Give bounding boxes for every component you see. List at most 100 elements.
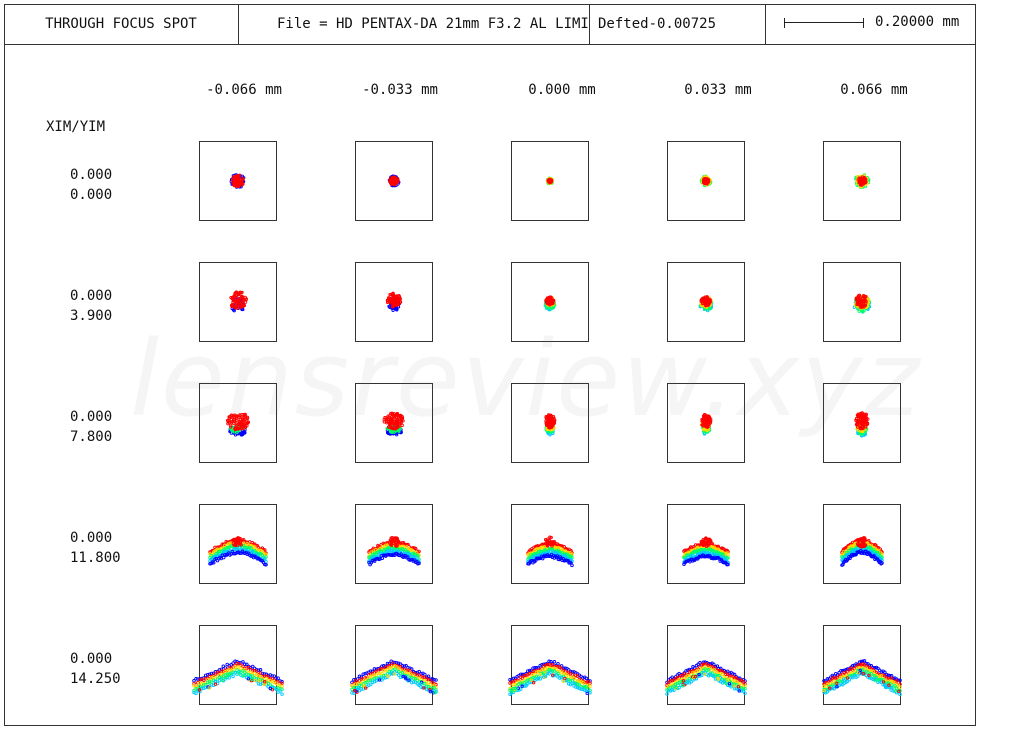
spot-ray-point xyxy=(538,672,542,676)
spot-ray-point xyxy=(244,417,248,421)
spot-ray-point xyxy=(198,689,202,694)
spot-ray-point xyxy=(701,423,705,427)
spot-ray-point xyxy=(552,665,557,669)
spot-ray-point xyxy=(570,563,574,568)
spot-ray-point xyxy=(545,671,550,675)
spot-ray-point xyxy=(682,672,687,676)
spot-ray-point xyxy=(256,674,261,678)
spot-ray-point xyxy=(524,683,529,687)
spot-ray-point xyxy=(417,673,421,677)
spot-ray-point xyxy=(854,668,858,673)
spot-ray-point xyxy=(581,676,585,680)
spot-ray-point xyxy=(533,672,537,677)
spot-ray-point xyxy=(743,691,747,695)
spot-ray-point xyxy=(234,302,238,306)
field-row-label: 0.000 14.250 xyxy=(70,649,121,689)
spot-ray-point xyxy=(543,662,548,666)
spot-ray-point xyxy=(249,546,253,550)
spot-ray-point xyxy=(409,667,414,671)
spot-ray-point xyxy=(554,671,558,675)
spot-ray-point xyxy=(715,664,720,668)
spot-ray-point xyxy=(278,687,282,691)
spot-ray-point xyxy=(543,674,547,678)
spot-ray-point xyxy=(406,668,410,672)
spot-ray-point xyxy=(672,688,676,692)
spot-ray-point xyxy=(680,674,685,678)
spot-ray-point xyxy=(396,420,400,425)
spot-ray-point xyxy=(693,674,698,679)
spot-ray-point xyxy=(871,677,875,682)
spot-ray-point xyxy=(896,683,901,687)
spot-ray-point xyxy=(551,414,556,419)
spot-ray-point xyxy=(381,664,386,668)
spot-ray-point xyxy=(274,687,278,691)
spot-ray-point xyxy=(888,673,892,678)
spot-ray-point xyxy=(367,679,371,683)
spot-ray-point xyxy=(241,674,245,678)
spot-ray-point xyxy=(549,180,553,184)
spot-ray-point xyxy=(520,676,525,681)
spot-ray-point xyxy=(722,678,726,683)
spot-ray-point xyxy=(229,303,234,308)
spot-ray-point xyxy=(434,678,438,682)
spot-ray-point xyxy=(729,677,733,681)
spot-ray-point xyxy=(368,678,373,683)
spot-ray-point xyxy=(388,421,392,425)
header-file-name: File = HD PENTAX-DA 21mm F3.2 AL LIMI xyxy=(239,4,590,45)
spot-ray-point xyxy=(845,670,850,674)
spot-ray-point xyxy=(234,296,239,300)
spot-ray-point xyxy=(244,297,248,301)
spot-ray-point xyxy=(543,670,547,674)
spot-ray-point xyxy=(390,411,394,415)
spot-ray-point xyxy=(681,679,686,683)
spot-ray-point xyxy=(231,308,236,312)
spot-ray-point xyxy=(859,545,864,549)
spot-ray-point xyxy=(561,679,566,683)
spot-ray-point xyxy=(531,666,535,670)
spot-ray-point xyxy=(246,677,250,681)
spot-ray-point xyxy=(413,677,418,681)
spot-ray-point xyxy=(426,680,431,685)
spot-ray-point xyxy=(585,691,589,696)
spot-ray-point xyxy=(198,677,202,681)
spot-ray-point xyxy=(236,292,241,297)
spot-ray-point xyxy=(568,672,573,676)
spot-ray-point xyxy=(869,663,874,668)
spot-ray-point xyxy=(229,663,233,667)
spot-ray-point xyxy=(551,299,556,303)
spot-ray-point xyxy=(231,668,235,672)
spot-ray-point xyxy=(822,684,826,688)
spot-ray-point xyxy=(353,679,358,683)
spot-ray-point xyxy=(707,301,712,305)
spot-ray-point xyxy=(274,676,278,680)
spot-ray-point xyxy=(417,683,421,688)
spot-ray-point xyxy=(359,675,364,679)
spot-ray-point xyxy=(399,418,403,422)
spot-ray-point xyxy=(388,413,392,418)
spot-ray-point xyxy=(536,669,541,674)
spot-ray-point xyxy=(417,561,421,565)
spot-ray-point xyxy=(411,673,416,677)
spot-ray-point xyxy=(551,673,555,677)
spot-ray-point xyxy=(226,420,230,424)
spot-ray-point xyxy=(565,678,569,683)
spot-ray-point xyxy=(830,681,835,685)
spot-ray-point xyxy=(536,666,541,670)
spot-ray-point xyxy=(549,540,554,544)
spot-ray-point xyxy=(356,685,361,690)
spot-ray-point xyxy=(243,670,247,674)
spot-ray-point xyxy=(573,681,577,686)
spot-ray-point xyxy=(396,669,401,674)
spot-ray-point xyxy=(706,668,711,672)
spot-ray-point xyxy=(220,678,225,683)
spot-ray-point xyxy=(526,678,530,683)
spot-ray-point xyxy=(887,683,891,687)
spot-ray-point xyxy=(734,676,739,680)
spot-ray-point xyxy=(823,685,828,689)
spot-ray-point xyxy=(579,679,583,684)
spot-ray-point xyxy=(423,681,427,686)
spot-ray-point xyxy=(741,687,746,691)
spot-ray-point xyxy=(408,668,412,673)
spot-ray-point xyxy=(717,668,721,673)
spot-ray-point xyxy=(681,684,685,688)
